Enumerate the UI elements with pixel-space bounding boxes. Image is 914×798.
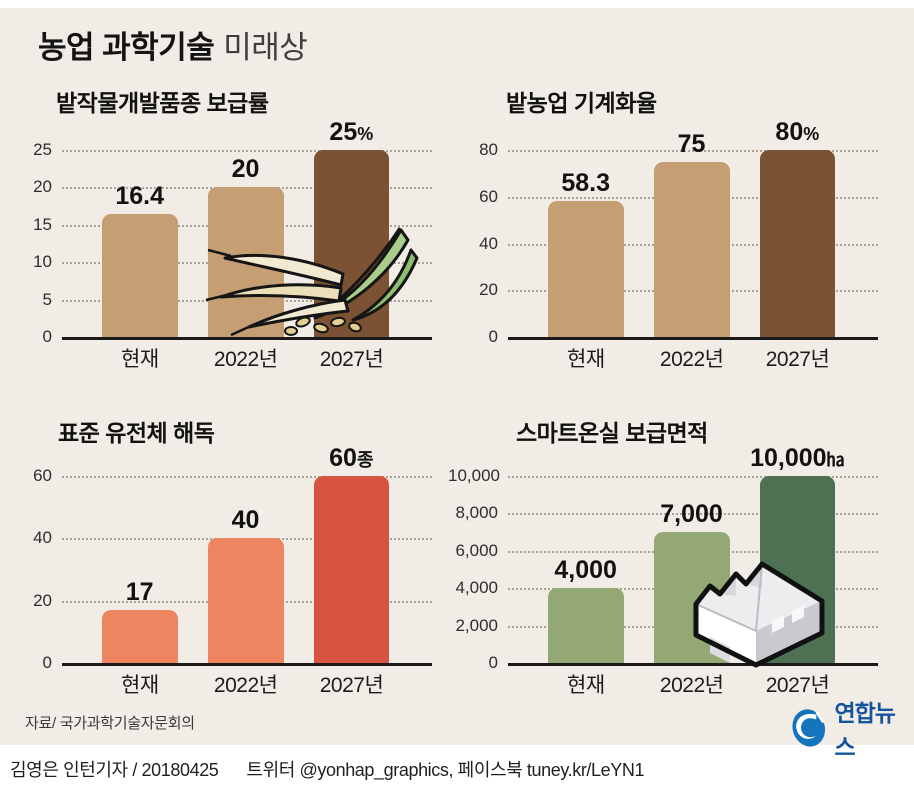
y-axis-labels: 0 5 10 15 20 25 [18, 140, 52, 346]
bar-2022년 [653, 161, 730, 337]
y-axis-tick: 60 [33, 466, 52, 485]
y-axis-tick: 15 [33, 214, 52, 234]
x-axis-category: 2022년 [659, 348, 724, 371]
bar-2027년 [313, 476, 390, 663]
gridline [508, 513, 878, 516]
y-axis-tick: 80 [479, 140, 498, 159]
bar-value-label: 20 [231, 155, 260, 184]
y-axis-tick: 6,000 [455, 540, 498, 560]
page-title: 농업 과학기술 미래상 [38, 22, 308, 67]
y-axis-labels: 0 20 40 60 [18, 466, 52, 672]
bar-value-label: 16.4 [115, 182, 165, 211]
wheat-sprig-illustration [203, 222, 425, 337]
social-links: 트위터 @yonhap_graphics, 페이스북 tuney.kr/LeYN… [246, 760, 645, 780]
gridline [62, 150, 432, 152]
x-axis-category: 현재 [121, 674, 159, 697]
y-axis-tick: 40 [479, 233, 498, 253]
x-axis-category: 2022년 [659, 674, 724, 697]
logo-text: 연합뉴스 [834, 700, 895, 760]
bar-value-label: 17 [125, 578, 154, 607]
bar-value-label: 7,000 [660, 500, 723, 529]
y-axis-tick: 10 [33, 252, 52, 272]
bar-2027년 [759, 150, 836, 337]
chart-reference-genome-decoding: 표준 유전체 해독 0 20 40 60 17 현재 40 2022년 60종 2027년 [18, 414, 450, 710]
gridline [62, 476, 432, 478]
x-axis-category: 2027년 [319, 348, 384, 371]
x-axis-category: 현재 [567, 348, 605, 371]
byline: 김영은 인턴기자 / 20180425 트위터 @yonhap_graphics,… [10, 756, 644, 782]
bar-value-label: 10,000㏊ [750, 444, 845, 472]
y-axis-tick: 0 [488, 327, 498, 346]
x-axis-category: 2022년 [213, 348, 278, 371]
reporter-credit: 김영은 인턴기자 / 20180425 [10, 760, 219, 780]
y-axis-tick: 20 [33, 177, 52, 197]
y-axis-tick: 4,000 [455, 578, 498, 598]
page-title-main: 농업 과학기술 [38, 30, 215, 65]
chart-title: 스마트온실 보급면적 [516, 420, 708, 446]
plot-area: 17 현재 40 2022년 60종 2027년 [62, 444, 432, 697]
bar-현재 [547, 200, 624, 337]
y-axis-tick: 10,000 [448, 466, 500, 485]
x-axis-category: 2027년 [765, 348, 830, 371]
smart-greenhouse-illustration [683, 542, 835, 672]
chart-title: 밭농업 기계화율 [506, 90, 657, 116]
bar-현재 [101, 214, 178, 337]
gridline [508, 476, 878, 478]
y-axis-tick: 0 [42, 327, 52, 346]
x-axis-category: 현재 [567, 674, 605, 697]
chart-field-mechanization-rate: 밭농업 기계화율 0 20 40 60 80 58.3 현재 75 2022년 80% 2027년 [448, 84, 880, 380]
y-axis-labels: 0 2,000 4,000 6,000 8,000 10,000 [448, 466, 500, 672]
bar-현재 [101, 610, 178, 663]
y-axis-tick: 20 [479, 280, 498, 300]
y-axis-tick: 8,000 [455, 503, 498, 523]
x-axis-category: 2022년 [213, 674, 278, 697]
bar-value-label: 75 [677, 129, 706, 158]
plot-area: 58.3 현재 75 2022년 80% 2027년 [508, 118, 878, 371]
x-axis-category: 현재 [121, 348, 159, 371]
bar-value-label: 60종 [329, 444, 374, 472]
y-axis-tick: 25 [33, 140, 52, 159]
yonhap-logo: 연합뉴스 [788, 700, 914, 760]
chart-title: 밭작물개발품종 보급률 [56, 90, 269, 116]
y-axis-tick: 0 [488, 653, 498, 672]
source-note: 자료/ 국가과학기술자문회의 [25, 715, 195, 732]
y-axis-tick: 2,000 [455, 615, 498, 635]
bar-value-label: 40 [231, 506, 260, 535]
bar-현재 [547, 588, 624, 663]
y-axis-tick: 40 [33, 528, 52, 548]
y-axis-labels: 0 20 40 60 80 [448, 140, 498, 346]
bar-value-label: 25% [329, 118, 374, 146]
wheat-icon [205, 227, 419, 337]
y-axis-tick: 20 [33, 590, 52, 610]
bar-value-label: 58.3 [561, 168, 611, 197]
y-axis-tick: 60 [479, 186, 498, 206]
y-axis-tick: 0 [42, 653, 52, 672]
x-axis-category: 2027년 [765, 674, 830, 697]
bar-value-label: 4,000 [554, 556, 617, 585]
y-axis-tick: 5 [42, 289, 52, 309]
greenhouse-icon [693, 561, 825, 668]
bar-2022년 [207, 538, 284, 663]
chart-title: 표준 유전체 해독 [58, 420, 215, 446]
page-title-sub: 미래상 [223, 30, 308, 65]
yonhap-swirl-icon [792, 709, 826, 747]
gridline [508, 150, 878, 152]
x-axis-category: 2027년 [319, 674, 384, 697]
bar-value-label: 80% [775, 118, 820, 146]
